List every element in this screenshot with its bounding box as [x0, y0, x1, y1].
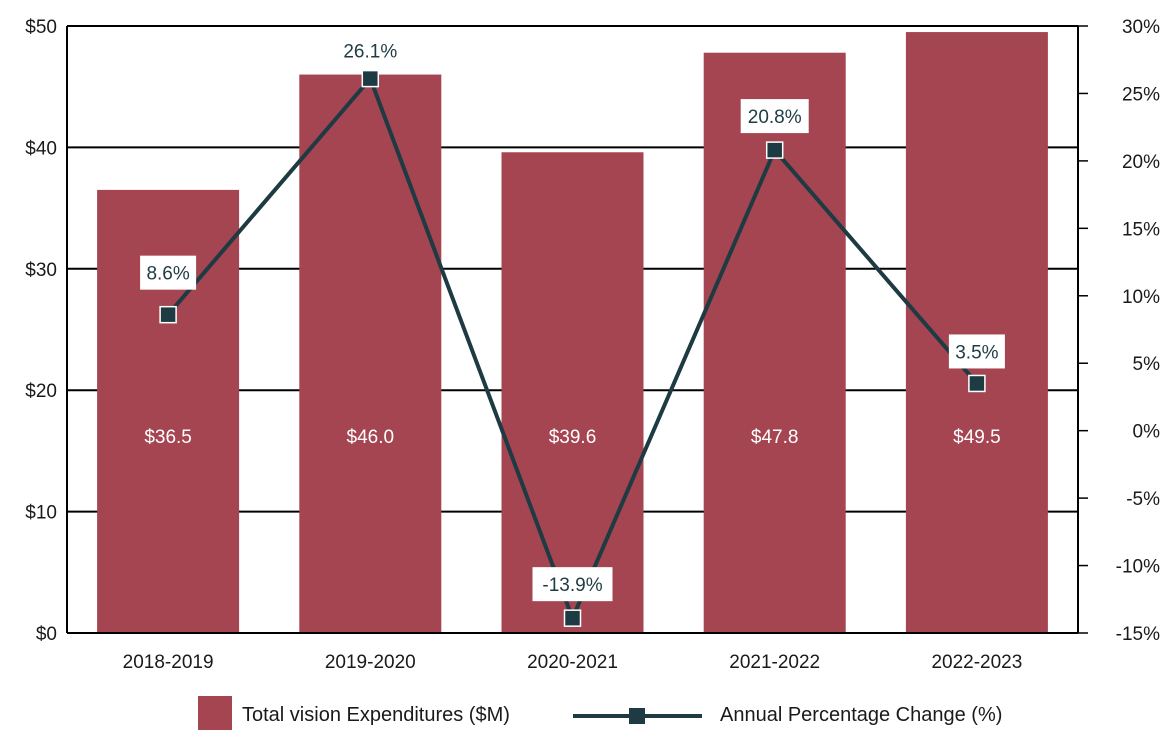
pct-marker [968, 374, 986, 393]
left-tick-label: $40 [25, 138, 57, 159]
bar-value-label: $46.0 [347, 427, 395, 448]
x-tick-label: 2019-2020 [325, 652, 416, 673]
right-tick-label: -10% [1116, 557, 1160, 578]
x-tick-label: 2021-2022 [729, 652, 820, 673]
right-tick-label: 25% [1122, 84, 1160, 105]
left-tick-label: $10 [25, 503, 57, 524]
x-tick-label: 2022-2023 [931, 652, 1022, 673]
pct-value-label: 3.5% [955, 342, 998, 363]
legend-label-expenditures: Total vision Expenditures ($M) [242, 704, 510, 726]
right-tick-label: 15% [1122, 219, 1160, 240]
legend: Total vision Expenditures ($M) Annual Per… [198, 696, 1002, 730]
bar-value-label: $47.8 [751, 427, 799, 448]
pct-value-label: 8.6% [146, 264, 189, 285]
bar-layer [97, 32, 1048, 634]
pct-value-label: -13.9% [542, 575, 602, 596]
bar-value-label: $39.6 [549, 427, 597, 448]
right-tick-label: 30% [1122, 17, 1160, 38]
bar-value-label: $36.5 [144, 427, 192, 448]
left-tick-label: $50 [25, 17, 57, 38]
label-layer: $36.5 $46.0 $39.6 $47.8 $49.5 8.6% 26.1% -13.9%… [140, 33, 1005, 602]
axis-layer: $0 $10 $20 $30 $40 $50 -15% -10% -5% 0% 5% 10% 15% 20… [25, 17, 1160, 673]
right-tick-label: 10% [1122, 287, 1160, 308]
pct-value-label: 20.8% [748, 107, 802, 128]
left-tick-label: $30 [25, 260, 57, 281]
pct-marker [765, 141, 784, 159]
bar-2021-2022 [703, 52, 846, 633]
right-tick-label: -15% [1116, 624, 1160, 645]
pct-marker [563, 609, 582, 627]
pct-label-box [336, 33, 405, 68]
line-layer [159, 69, 986, 627]
pct-label-box [740, 99, 809, 134]
x-tick-label: 2020-2021 [527, 652, 618, 673]
right-tick-label: 5% [1133, 354, 1161, 375]
legend-label-pct: Annual Percentage Change (%) [720, 704, 1002, 726]
pct-marker [361, 69, 380, 88]
pct-label-box [140, 255, 197, 290]
left-tick-label: $20 [25, 381, 57, 402]
bar-2022-2023 [905, 32, 1048, 633]
bar-2020-2021 [501, 152, 644, 634]
right-tick-label: 20% [1122, 152, 1160, 173]
legend-marker-pct [629, 708, 645, 724]
legend-swatch-expenditures [198, 696, 232, 730]
bar-value-label: $49.5 [953, 427, 1001, 448]
pct-value-label: 26.1% [343, 42, 397, 63]
left-tick-label: $0 [36, 624, 57, 645]
pct-label-box [948, 334, 1005, 369]
bar-2019-2020 [299, 74, 442, 633]
x-tick-label: 2018-2019 [123, 652, 214, 673]
right-tick-label: -5% [1126, 489, 1160, 510]
right-tick-label: 0% [1133, 422, 1161, 443]
pct-label-box [532, 567, 613, 602]
pct-marker [159, 305, 177, 324]
